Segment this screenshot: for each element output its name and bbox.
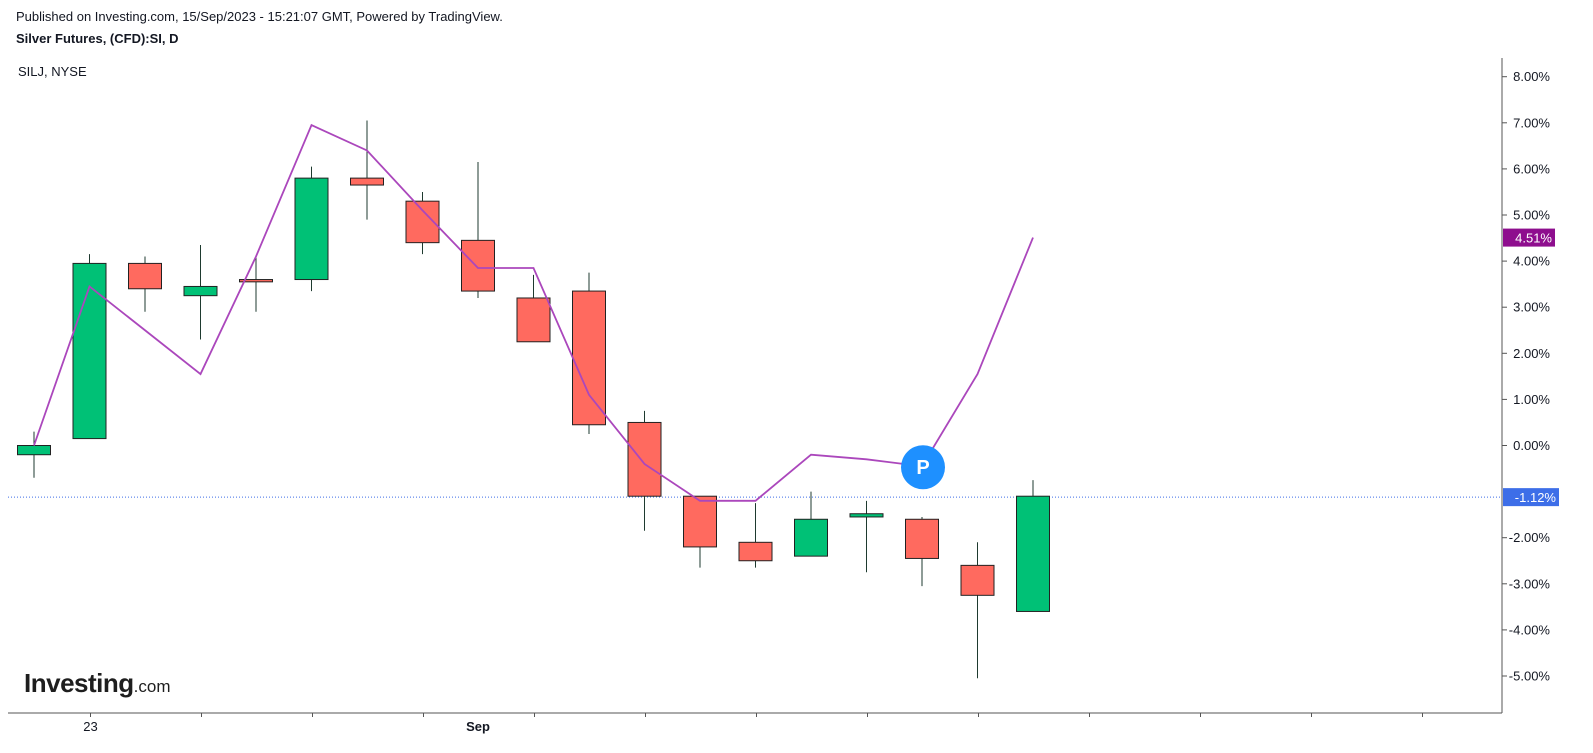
candle xyxy=(794,491,828,557)
candle xyxy=(1016,480,1050,612)
published-note: Published on Investing.com, 15/Sep/2023 … xyxy=(16,9,503,24)
chart-title: Silver Futures, (CFD):SI, D xyxy=(16,31,179,46)
y-tick-label: 6.00% xyxy=(1513,161,1550,176)
investing-logo: Investing.com xyxy=(24,668,170,699)
candle xyxy=(461,161,495,298)
candle-body xyxy=(516,297,551,343)
y-tick-label: 2.00% xyxy=(1513,346,1550,361)
y-tick-label: 1.00% xyxy=(1513,392,1550,407)
candle xyxy=(905,516,939,587)
line-value-badge xyxy=(1503,228,1555,247)
logo-suffix: .com xyxy=(133,677,171,696)
comparison-symbol: SILJ, NYSE xyxy=(18,64,87,79)
candle xyxy=(128,256,162,312)
candle xyxy=(683,495,717,568)
candle xyxy=(960,542,995,679)
x-tick-label: 23 xyxy=(83,719,97,734)
y-tick-label: 0.00% xyxy=(1513,438,1550,453)
candle xyxy=(294,166,329,292)
silj-line xyxy=(33,123,1034,502)
candle xyxy=(738,503,773,568)
comparison-series: P xyxy=(33,123,1034,502)
marker-p-label: P xyxy=(916,457,929,479)
candle-body xyxy=(350,177,384,186)
candle-body xyxy=(239,279,273,283)
last-price-label: -1.12% xyxy=(1515,490,1557,505)
candle xyxy=(350,120,384,220)
line-value-label: 4.51% xyxy=(1515,231,1552,246)
marker-p-circle xyxy=(901,445,945,490)
y-tick-label: -3.00% xyxy=(1509,576,1551,591)
candle-body xyxy=(905,518,939,559)
candle-body xyxy=(627,421,662,497)
candle xyxy=(239,256,273,312)
candles xyxy=(17,120,1050,679)
candle-body xyxy=(461,239,495,292)
y-tick-label: 4.00% xyxy=(1513,254,1550,269)
candle-body xyxy=(738,541,773,562)
candle-body xyxy=(183,285,218,297)
candle-body xyxy=(683,495,717,548)
y-tick-label: 7.00% xyxy=(1513,115,1550,130)
candle-body xyxy=(572,290,606,426)
candle xyxy=(572,272,606,434)
candle-body xyxy=(794,518,828,557)
logo-brand: Investing xyxy=(24,668,134,698)
candle xyxy=(17,431,51,478)
candle-body xyxy=(294,177,329,281)
candle-body xyxy=(960,564,995,596)
last-price-badge xyxy=(1503,488,1559,507)
y-tick-label: 8.00% xyxy=(1513,69,1550,84)
candle-body xyxy=(128,262,162,290)
candle-body xyxy=(17,445,51,456)
y-tick-label: 5.00% xyxy=(1513,208,1550,223)
chart-axes: 8.00% 7.00% 6.00% 5.00% 4.00% 3.00% 2.00% 1.00%… xyxy=(8,58,1550,734)
candle-body xyxy=(1016,495,1050,612)
candle-body xyxy=(72,262,107,440)
candle xyxy=(849,500,884,573)
y-tick-label: -2.00% xyxy=(1509,530,1551,545)
y-tick-label: -5.00% xyxy=(1509,669,1551,684)
y-tick-label: -4.00% xyxy=(1509,622,1551,637)
candle xyxy=(627,410,662,531)
candle xyxy=(183,244,218,340)
axis-badges: 4.51% -1.12% xyxy=(1503,228,1559,507)
x-tick-label: Sep xyxy=(466,719,490,734)
candle xyxy=(516,274,551,343)
y-tick-label: 3.00% xyxy=(1513,300,1550,315)
candle-body xyxy=(849,513,884,518)
candle xyxy=(72,254,107,440)
